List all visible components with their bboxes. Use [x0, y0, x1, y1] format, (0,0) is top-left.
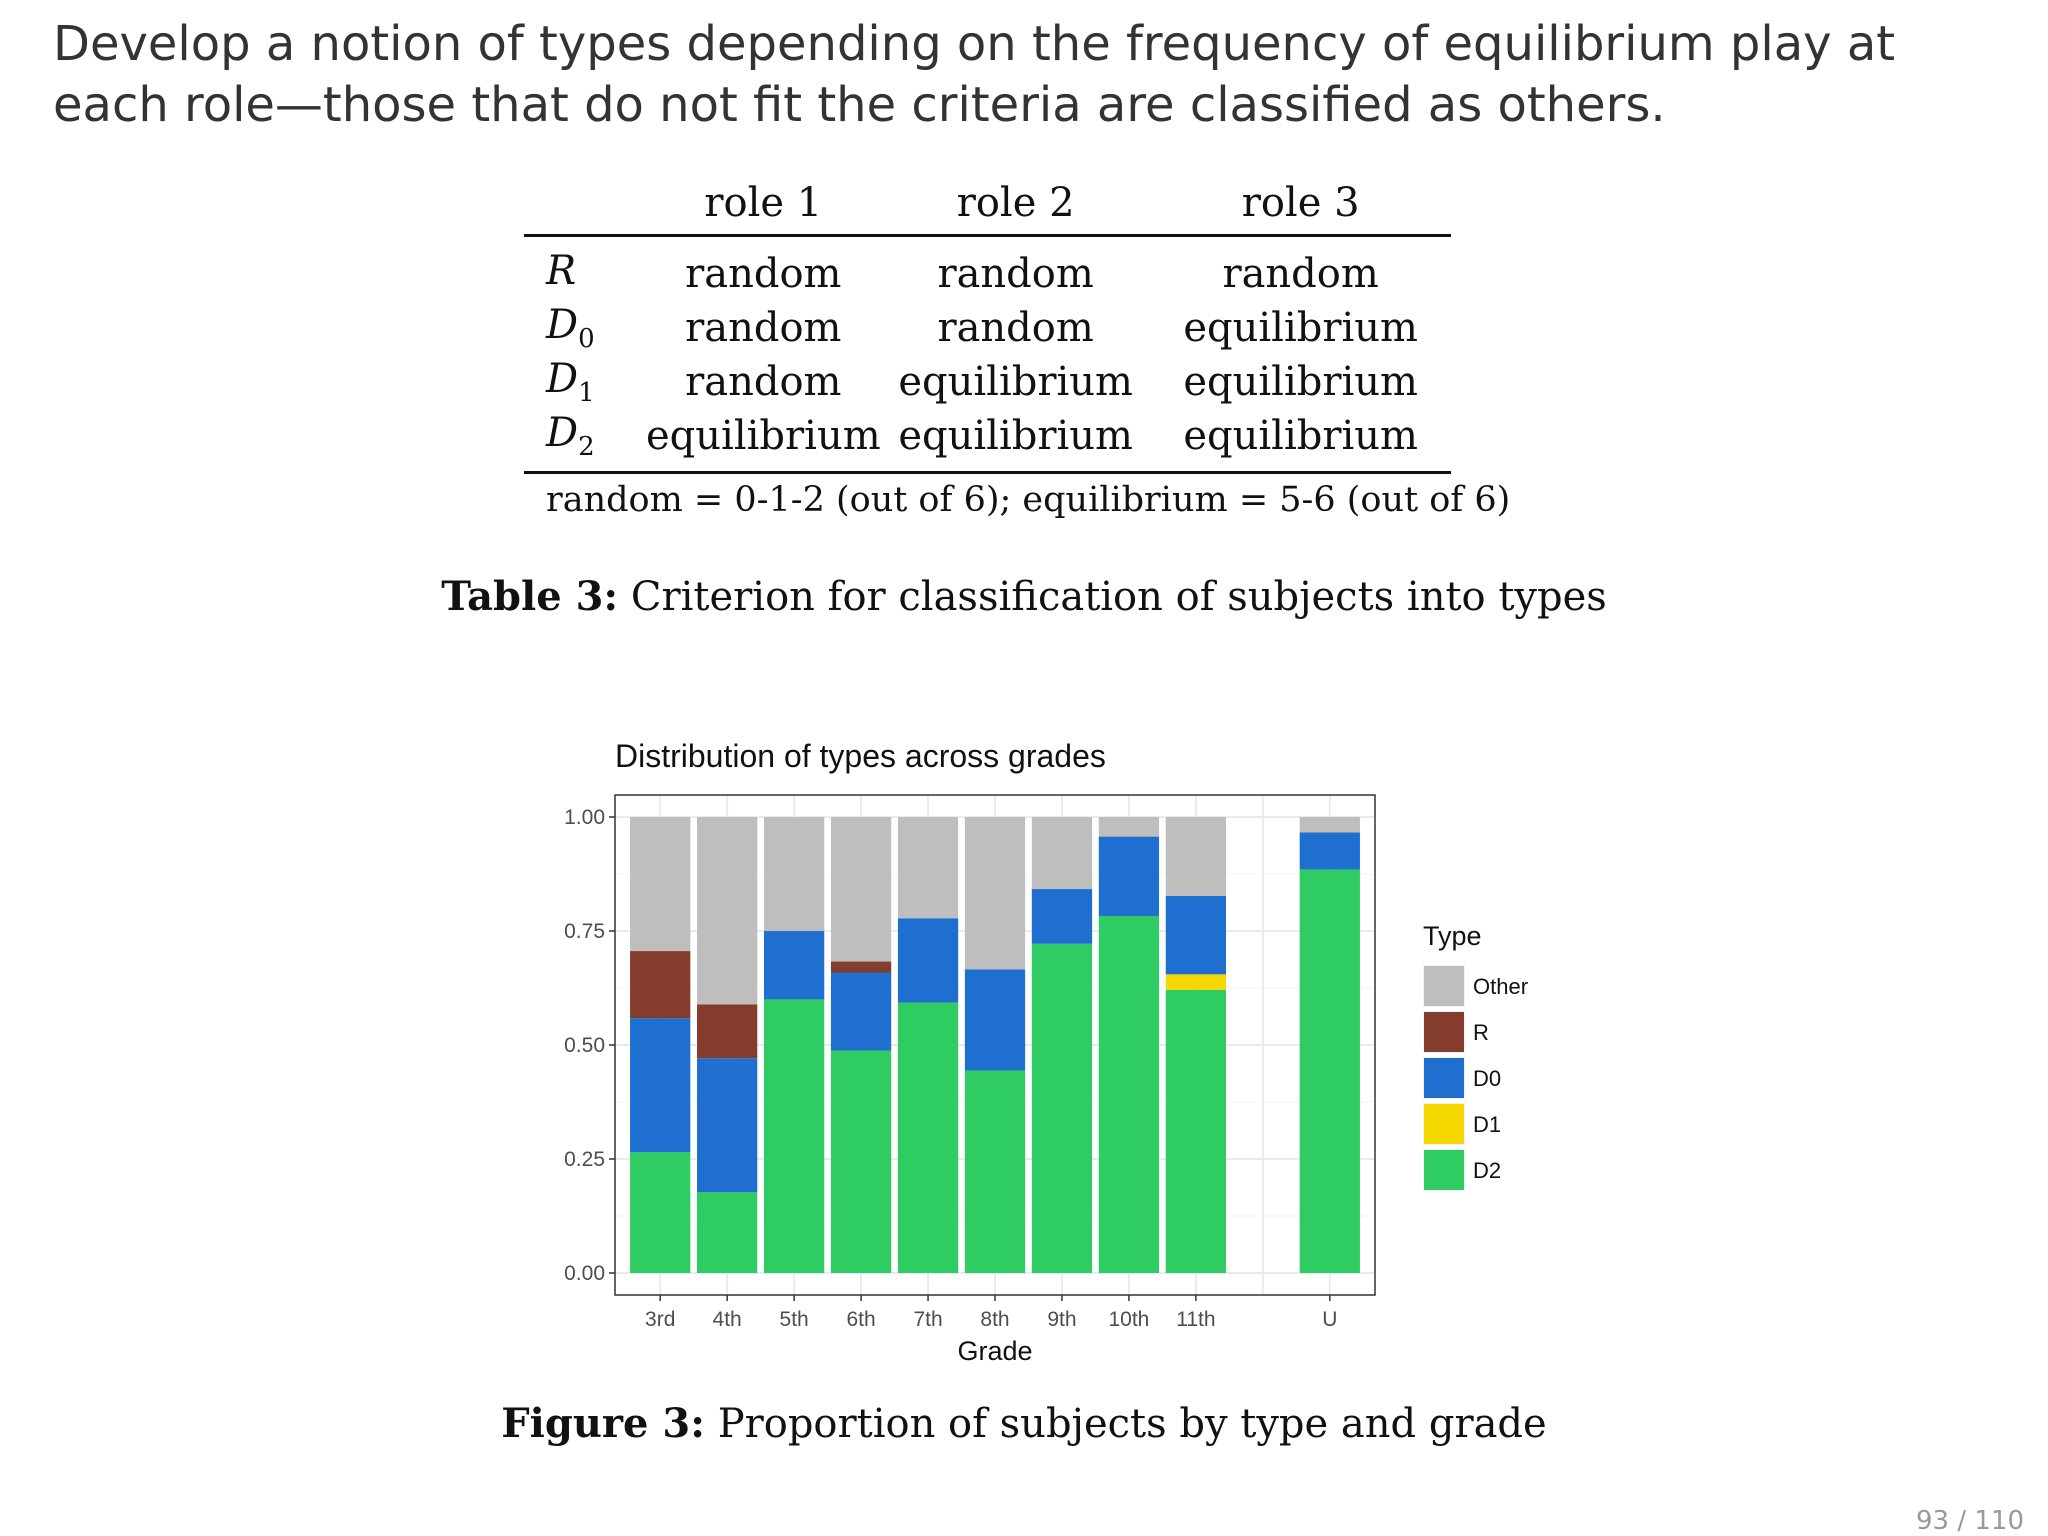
criteria-note: random = 0-1-2 (out of 6); equilibrium =… — [546, 480, 1511, 520]
figure-caption-text: Proportion of subjects by type and grade — [717, 1401, 1547, 1447]
legend-label: D2 — [1473, 1158, 1501, 1183]
criteria-table: role 1 role 2 role 3 R random random ran… — [524, 172, 1510, 520]
row-label: D0 — [546, 302, 595, 354]
header-role-3: role 3 — [1241, 180, 1360, 226]
legend-swatch-d0 — [1424, 1058, 1464, 1098]
x-tick-label: 3rd — [645, 1308, 675, 1331]
bar-segment-other — [1098, 817, 1160, 837]
bar-segment-d2 — [897, 1002, 959, 1273]
row-label: D1 — [546, 356, 595, 408]
intro-text: Develop a notion of types depending on t… — [53, 16, 1896, 133]
legend-title: Type — [1423, 921, 1482, 951]
table-caption-label: Table 3: — [441, 573, 619, 620]
bar-segment-d0 — [964, 969, 1026, 1071]
table-cell: equilibrium — [1183, 413, 1418, 459]
table-cell: random — [685, 305, 842, 351]
chart-area: Distribution of types across grades 0.00 0… — [520, 725, 1560, 1366]
table-row: D0 random random equilibrium — [524, 301, 1451, 355]
bar-segment-d0 — [1098, 836, 1160, 916]
bar-segment-d0 — [830, 972, 892, 1051]
table-row: D1 random equilibrium equilibrium — [524, 355, 1451, 409]
table-cell: equilibrium — [646, 413, 881, 459]
table-caption-text: Criterion for classification of subjects… — [630, 574, 1607, 620]
table-cell: equilibrium — [1183, 305, 1418, 351]
bar-segment-d0 — [697, 1058, 758, 1193]
table-cell: random — [685, 251, 842, 297]
table-caption: Table 3: Criterion for classification of… — [0, 573, 2048, 620]
bar-segment-d2 — [830, 1050, 892, 1273]
bar-segment-other — [763, 817, 825, 931]
chart-title: Distribution of types across grades — [615, 738, 1106, 774]
x-tick-label: 7th — [913, 1308, 942, 1331]
bar-segment-other — [697, 817, 758, 1005]
x-axis-title: Grade — [957, 1336, 1032, 1365]
bar-segment-other — [964, 817, 1026, 970]
bar-segment-d2 — [964, 1070, 1026, 1273]
table-cell: random — [685, 359, 842, 405]
figure-caption: Figure 3: Proportion of subjects by type… — [0, 1400, 2048, 1447]
bar-segment-d0 — [763, 931, 825, 1000]
x-tick-label: 6th — [846, 1308, 875, 1331]
bar-segment-d0 — [1299, 832, 1360, 870]
figure-caption-label: Figure 3: — [501, 1400, 705, 1447]
bar-segment-d1 — [1165, 974, 1227, 990]
bar-segment-r — [630, 951, 691, 1019]
bar-segment-d0 — [897, 918, 959, 1003]
table-cell: equilibrium — [1183, 359, 1418, 405]
legend-label: D1 — [1473, 1112, 1501, 1137]
bar-segment-d2 — [1299, 869, 1360, 1273]
x-tick-label: 5th — [780, 1308, 809, 1331]
table-cell: random — [1222, 251, 1379, 297]
bar-segment-r — [830, 961, 892, 973]
bar-segment-d2 — [763, 999, 825, 1273]
bar-segment-other — [1165, 817, 1227, 896]
bar-segment-other — [1031, 817, 1093, 890]
legend-label: D0 — [1473, 1066, 1501, 1091]
y-tick-label: 0.50 — [564, 1034, 605, 1057]
legend-swatch-d2 — [1424, 1150, 1464, 1190]
bar-segment-d0 — [630, 1018, 691, 1153]
x-tick-label: 10th — [1108, 1308, 1149, 1331]
row-label: R — [546, 248, 577, 294]
x-tick-label: 4th — [713, 1308, 742, 1331]
bar-segment-d2 — [1165, 989, 1227, 1273]
legend-swatch-other — [1424, 966, 1464, 1006]
y-tick-label: 1.00 — [564, 806, 605, 829]
legend-label: Other — [1473, 974, 1528, 999]
bar-segment-d0 — [1031, 889, 1093, 944]
table-row: R random random random — [524, 236, 1451, 302]
header-role-2: role 2 — [956, 180, 1075, 226]
table-cell: equilibrium — [898, 413, 1133, 459]
table-cell: equilibrium — [898, 359, 1133, 405]
row-label: D2 — [546, 410, 595, 462]
bar-segment-d2 — [630, 1152, 691, 1273]
x-tick-label: 11th — [1176, 1308, 1215, 1331]
header-role-1: role 1 — [704, 180, 823, 226]
legend-label: R — [1473, 1020, 1489, 1045]
x-tick-label: 9th — [1047, 1308, 1076, 1331]
bar-segment-other — [830, 817, 892, 962]
table-cell: random — [937, 305, 1094, 351]
y-tick-label: 0.75 — [564, 920, 605, 943]
bar-segment-r — [697, 1004, 758, 1059]
legend-swatch-d1 — [1424, 1104, 1464, 1144]
table-cell: random — [937, 251, 1094, 297]
bar-segment-d2 — [697, 1192, 758, 1273]
bar-segment-d2 — [1098, 915, 1160, 1273]
bar-segment-d2 — [1031, 943, 1093, 1273]
x-tick-label: 8th — [980, 1308, 1009, 1331]
page-number: 93 / 110 — [1916, 1506, 2024, 1536]
x-tick-label: U — [1322, 1308, 1337, 1331]
bar-segment-other — [1299, 817, 1360, 833]
bar-segment-other — [897, 817, 959, 919]
corner-cell — [524, 172, 646, 236]
y-tick-label: 0.00 — [564, 1262, 605, 1285]
table-row: D2 equilibrium equilibrium equilibrium — [524, 409, 1451, 473]
stacked-bar-chart: Distribution of types across grades 0.00 0… — [564, 738, 1528, 1366]
legend-swatch-r — [1424, 1012, 1464, 1052]
bar-segment-other — [630, 817, 691, 952]
y-tick-label: 0.25 — [564, 1148, 605, 1171]
bar-segment-d0 — [1165, 895, 1227, 975]
